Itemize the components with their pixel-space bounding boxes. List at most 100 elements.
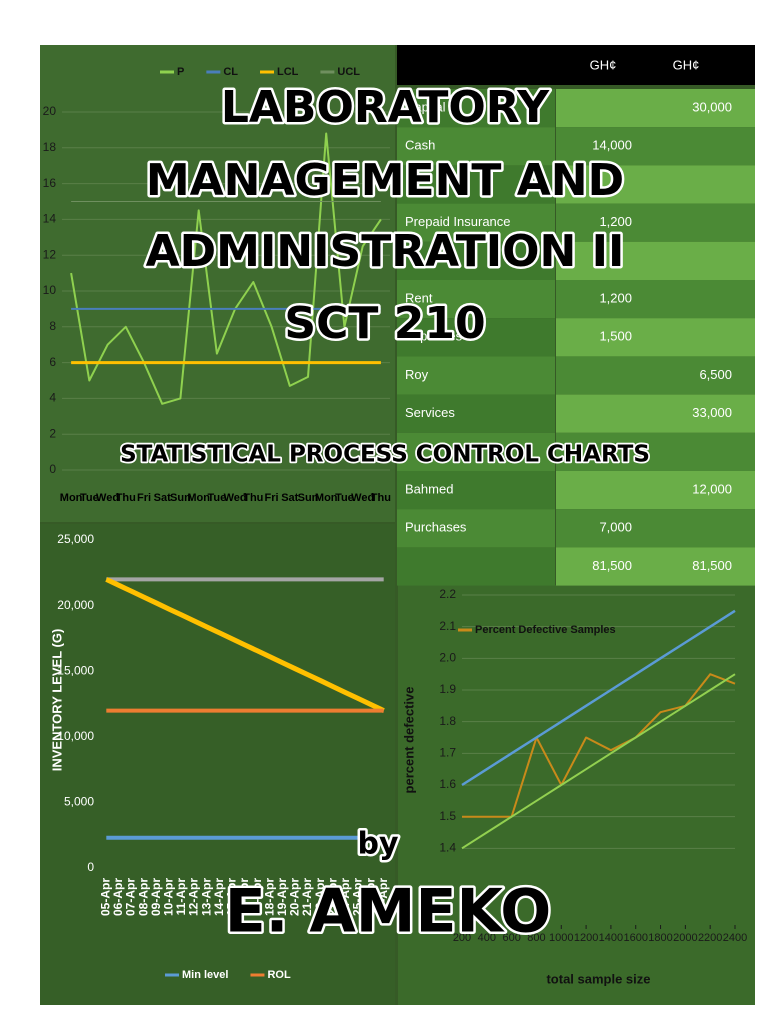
x-tick-label: 11-Apr [174, 878, 188, 916]
x-tick-label: 13-Apr [199, 878, 213, 916]
legend-label: LCL [277, 66, 299, 78]
x-tick-label: Thu [116, 492, 136, 504]
x-tick-label: 18-Apr [262, 878, 276, 916]
table-cell: 81,500 [692, 558, 732, 573]
table-cell: Rent [405, 290, 433, 305]
x-tick-label: 27-Apr [376, 878, 390, 916]
x-tick-label: Mon [60, 492, 83, 504]
x-tick-label: Sun [170, 492, 191, 504]
table-cell: 81,500 [592, 558, 632, 573]
x-tick-label: 07-Apr [124, 878, 138, 916]
table-row [397, 318, 555, 357]
table-header-cell: GH¢ [673, 57, 700, 72]
table-row [556, 356, 755, 395]
table-row [397, 547, 555, 586]
y-tick-label: 5,000 [64, 795, 94, 809]
x-tick-label: 12-Apr [187, 878, 201, 916]
legend-label: Min level [182, 969, 228, 981]
table-row [556, 432, 755, 471]
x-tick-label: Mon [315, 492, 338, 504]
y-tick-label: 2.1 [439, 619, 456, 633]
x-tick-label: Thu [243, 492, 263, 504]
x-tick-label: 09-Apr [149, 878, 163, 916]
table: GH¢ GH¢ Capital 30,000 Cash 14,000 Prepaid Ins… [397, 57, 755, 586]
table-row [397, 432, 555, 471]
table-cell: Expenses [405, 329, 463, 344]
table-row [397, 127, 555, 166]
x-tick-label: Wed [351, 492, 374, 504]
x-tick-label: Mon [187, 492, 210, 504]
y-tick-label: 10,000 [57, 729, 94, 743]
y-tick-label: 18 [43, 140, 57, 154]
x-tick-label: 10-Apr [162, 878, 176, 916]
x-tick-label: 23-Apr [325, 878, 339, 916]
x-tick-label: 800 [527, 932, 545, 944]
table-header [397, 45, 755, 85]
table-row [556, 394, 755, 433]
table-cell: 1,200 [599, 214, 632, 229]
table-row [556, 241, 755, 280]
table-cell: 30,000 [692, 99, 732, 114]
x-tick-label: 15-Apr [225, 878, 239, 916]
y-tick-label: 15,000 [57, 663, 94, 677]
table-row [556, 509, 755, 548]
y-tick-label: 2 [49, 426, 56, 440]
table-cell: Cash [405, 138, 435, 153]
series-line [105, 577, 385, 713]
y-tick-label: 1.6 [439, 777, 456, 791]
x-tick-label: Sat [154, 492, 171, 504]
table-cell: 7,000 [599, 520, 632, 535]
y-tick-label: 16 [43, 176, 57, 190]
legend-label: ROL [267, 969, 291, 981]
table-row [556, 165, 755, 204]
table-row [556, 318, 755, 357]
legend-label: Percent Defective Samples [475, 624, 616, 636]
x-tick-label: 17-Apr [250, 878, 264, 916]
x-tick-label: Wed [96, 492, 119, 504]
author: E. AMEKO [225, 877, 552, 947]
x-tick-label: 1600 [623, 932, 647, 944]
table-row [397, 241, 555, 280]
legend-label: CL [223, 66, 238, 78]
table-row [556, 471, 755, 510]
y-tick-label: 1.4 [439, 841, 456, 855]
x-tick-label: 16-Apr [237, 878, 251, 916]
table-cell: 6,500 [699, 367, 732, 382]
title-line: LABORATORY [221, 82, 550, 133]
x-tick-label: 200 [453, 932, 471, 944]
title-line: ADMINISTRATION II [146, 226, 625, 277]
x-tick-label: 1200 [574, 932, 598, 944]
x-tick-label: 20-Apr [288, 878, 302, 916]
series-line [461, 673, 736, 850]
x-tick-label: 1400 [599, 932, 623, 944]
y-tick-label: 6 [49, 355, 56, 369]
table-row [397, 203, 555, 242]
y-tick-label: 1.8 [439, 714, 456, 728]
x-tick-label: 400 [478, 932, 496, 944]
x-tick-label: 24-Apr [338, 878, 352, 916]
table-row [397, 165, 555, 204]
x-tick-label: Wed [224, 492, 247, 504]
y-tick-label: 1.9 [439, 682, 456, 696]
y-tick-label: 1.7 [439, 746, 456, 760]
x-tick-label: Sat [281, 492, 298, 504]
y-tick-label: 10 [43, 283, 57, 297]
table-row [397, 356, 555, 395]
x-tick-label: 2200 [698, 932, 722, 944]
table-row [556, 127, 755, 166]
y-tick-label: 4 [49, 391, 56, 405]
y-tick-label: 2.2 [439, 587, 456, 601]
table-row [556, 280, 755, 319]
table-cell: 14,000 [592, 138, 632, 153]
table-cell: Capital [405, 99, 446, 114]
table-row [397, 509, 555, 548]
x-tick-label: 1800 [648, 932, 672, 944]
table-cell: Roy [405, 367, 429, 382]
y-tick-label: 25,000 [57, 532, 94, 546]
y-tick-label: 20 [43, 104, 57, 118]
y-tick-label: 1.5 [439, 809, 456, 823]
x-tick-label: 1000 [549, 932, 573, 944]
